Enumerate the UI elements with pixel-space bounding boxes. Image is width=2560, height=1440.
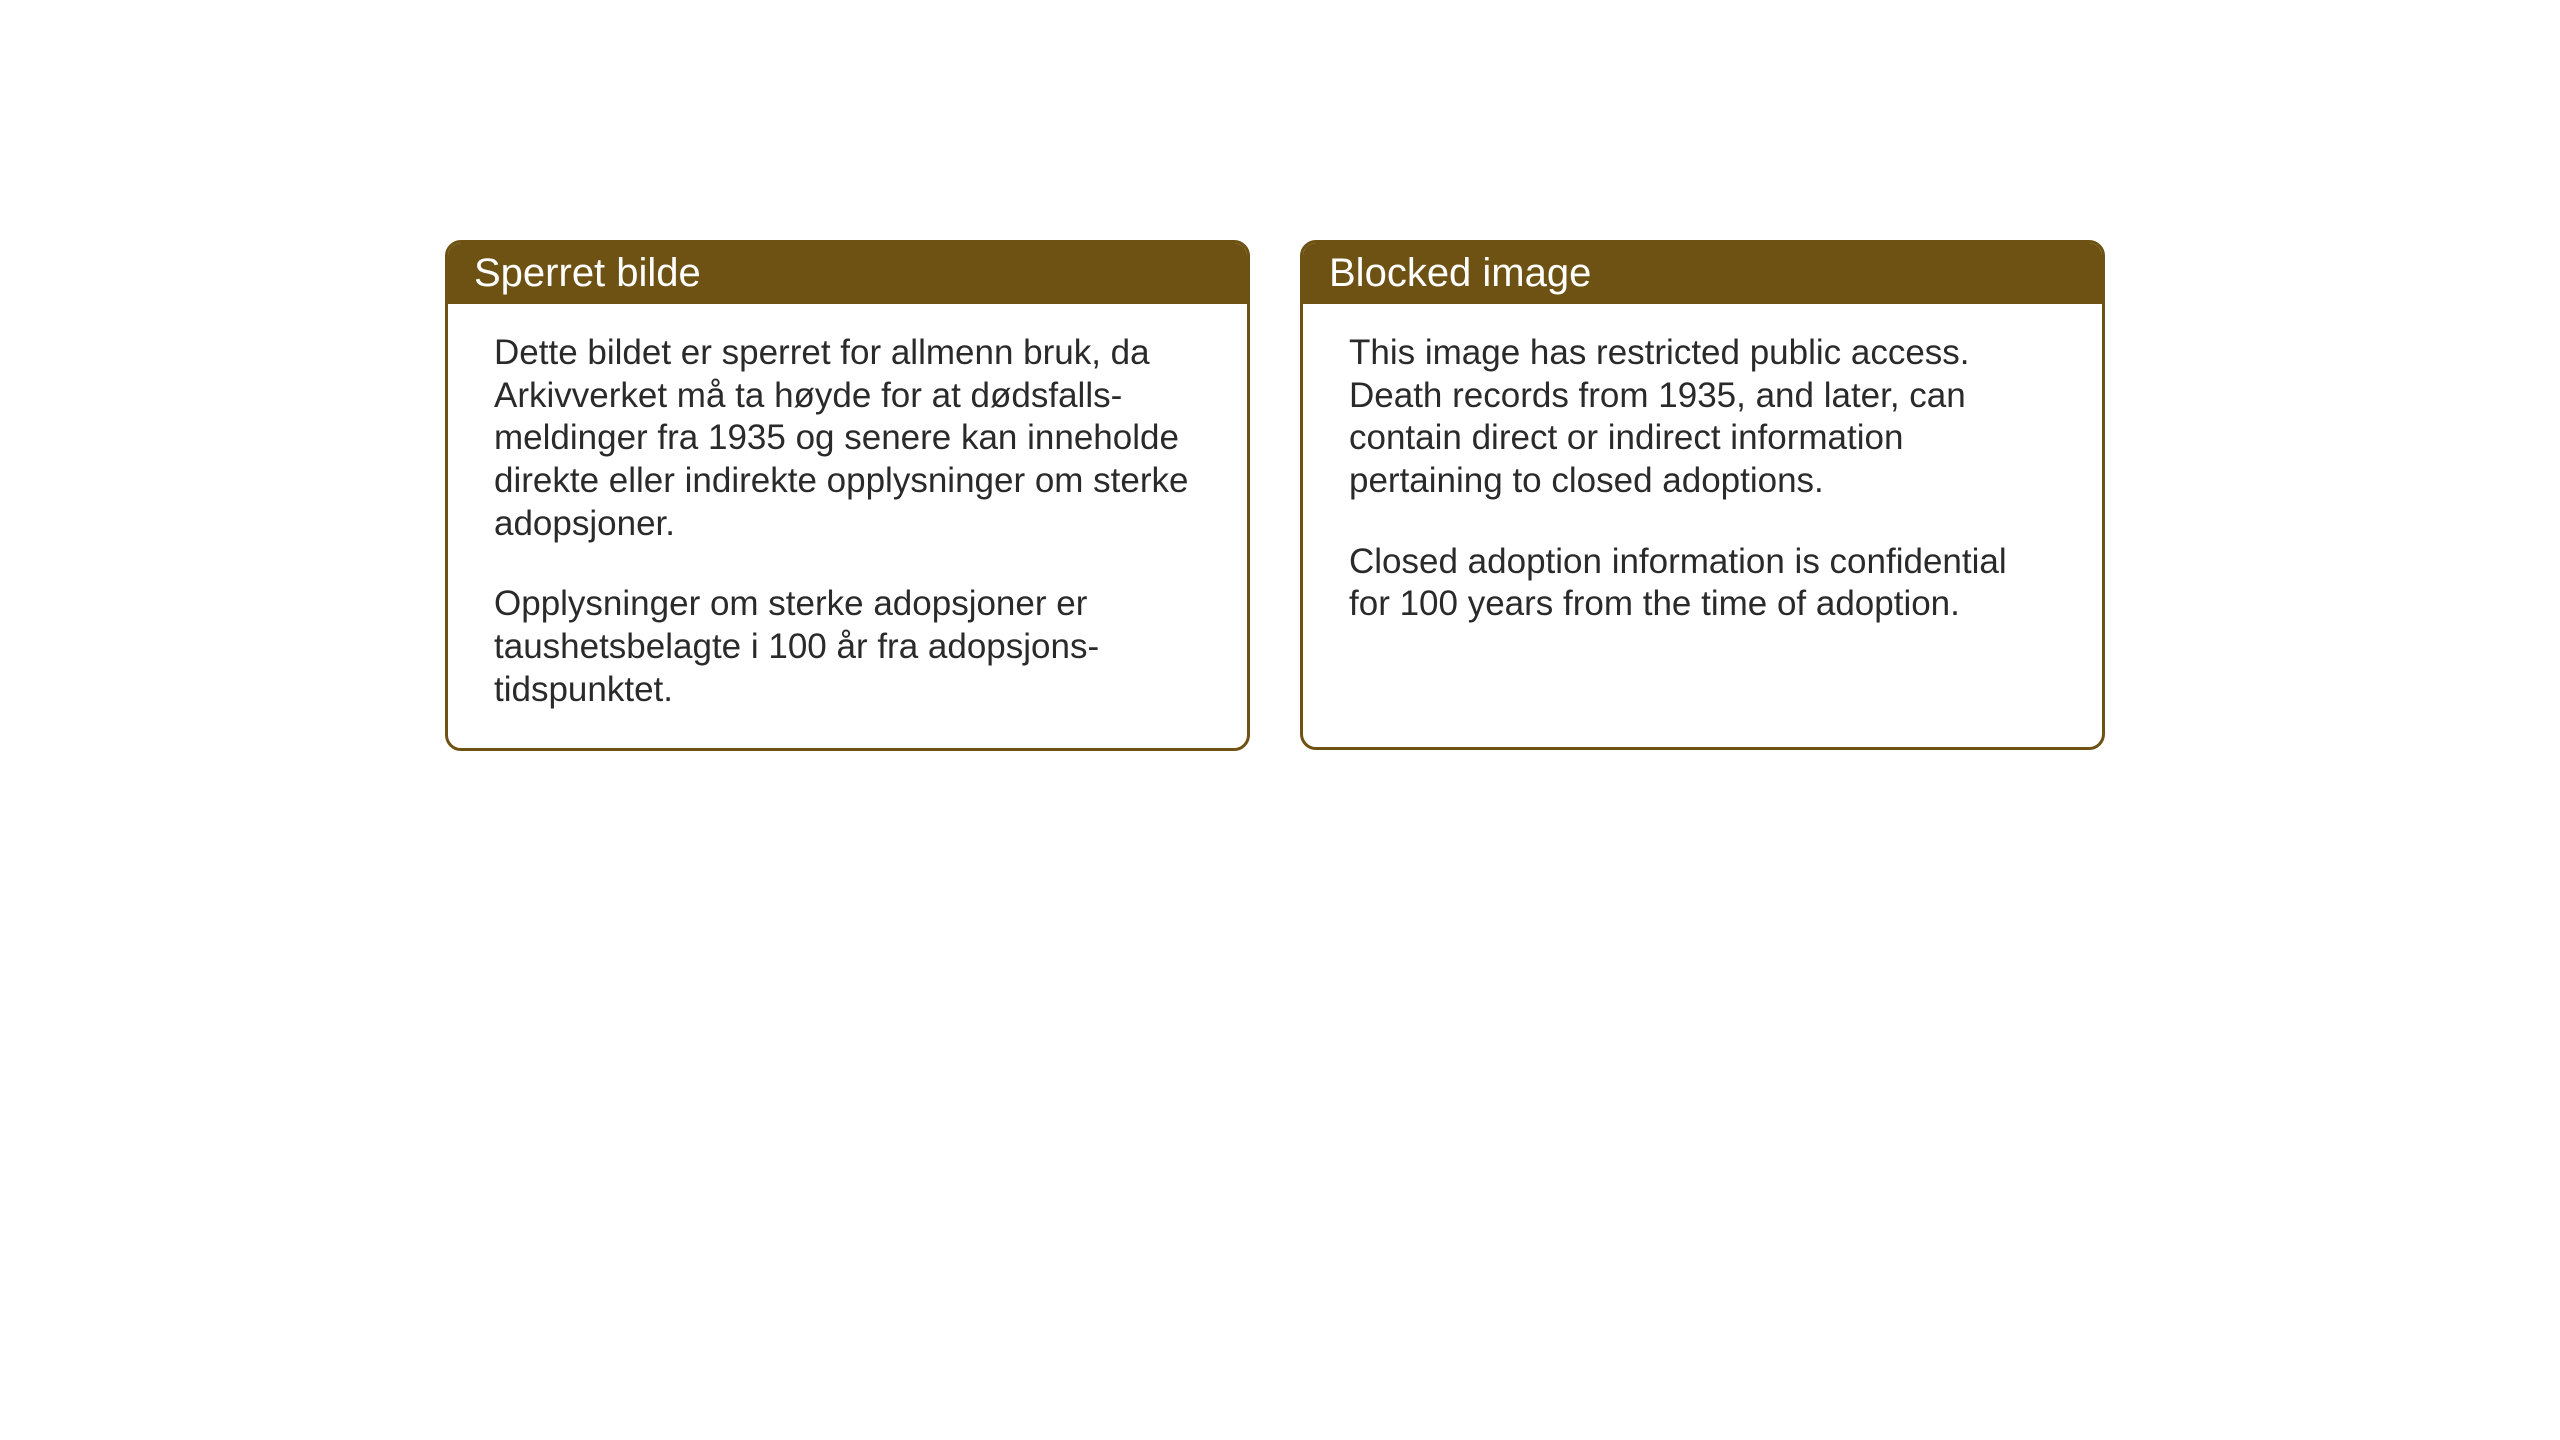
paragraph-norwegian-1: Dette bildet er sperret for allmenn bruk…	[494, 332, 1201, 545]
notice-card-english: Blocked image This image has restricted …	[1300, 240, 2105, 750]
notice-card-norwegian: Sperret bilde Dette bildet er sperret fo…	[445, 240, 1250, 751]
card-title-norwegian: Sperret bilde	[474, 251, 701, 295]
card-title-english: Blocked image	[1329, 251, 1591, 295]
card-header-english: Blocked image	[1303, 243, 2102, 304]
card-body-english: This image has restricted public access.…	[1303, 304, 2102, 662]
paragraph-norwegian-2: Opplysninger om sterke adopsjoner er tau…	[494, 583, 1201, 711]
card-body-norwegian: Dette bildet er sperret for allmenn bruk…	[448, 304, 1247, 748]
notice-container: Sperret bilde Dette bildet er sperret fo…	[445, 240, 2105, 751]
paragraph-english-2: Closed adoption information is confident…	[1349, 541, 2056, 626]
card-header-norwegian: Sperret bilde	[448, 243, 1247, 304]
paragraph-english-1: This image has restricted public access.…	[1349, 332, 2056, 503]
